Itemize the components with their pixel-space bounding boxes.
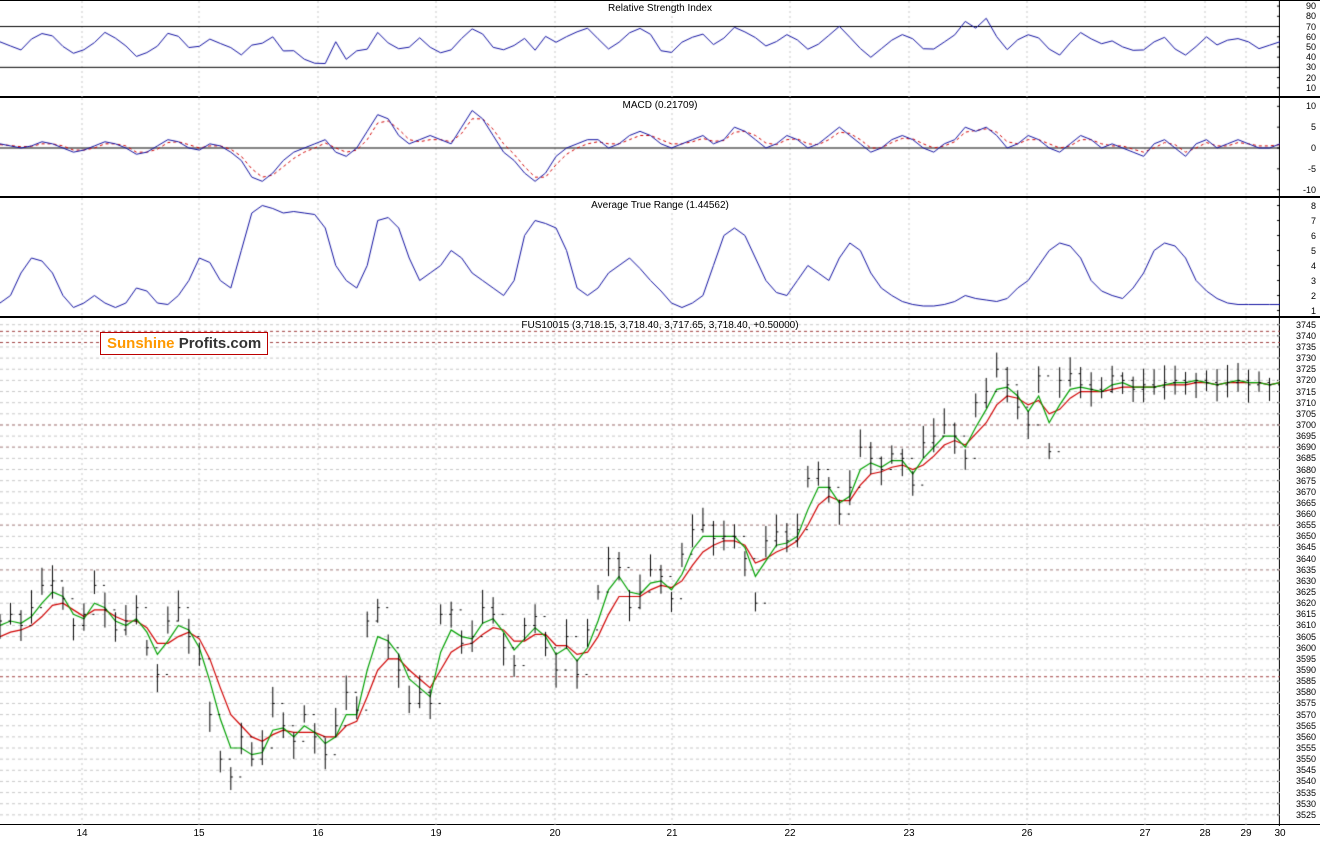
atr-yaxis: 87654321 [1280, 198, 1320, 318]
rsi-canvas [0, 1, 1280, 98]
atr-title: Average True Range (1.44562) [591, 200, 729, 211]
watermark-part1: Sunshine [107, 335, 179, 352]
rsi-title: Relative Strength Index [608, 3, 712, 14]
watermark: Sunshine Profits.com [100, 332, 268, 355]
watermark-part2: Profits.com [179, 335, 262, 352]
rsi-panel: Relative Strength Index 1020304050607080… [0, 0, 1320, 97]
macd-yaxis: 1050-5-10 [1280, 98, 1320, 198]
price-yaxis: 3745374037353730372537203715371037053700… [1280, 318, 1320, 826]
atr-panel: Average True Range (1.44562) 87654321 [0, 197, 1320, 317]
atr-canvas [0, 198, 1280, 318]
macd-title: MACD (0.21709) [622, 100, 697, 111]
rsi-yaxis: 102030405060708090 [1280, 1, 1320, 98]
price-title: FUS10015 (3,718.15, 3,718.40, 3,717.65, … [521, 320, 798, 331]
x-axis: 14151619202122232627282930 [0, 825, 1280, 844]
price-canvas [0, 318, 1280, 826]
macd-panel: MACD (0.21709) 1050-5-10 [0, 97, 1320, 197]
macd-canvas [0, 98, 1280, 198]
price-panel: FUS10015 (3,718.15, 3,718.40, 3,717.65, … [0, 317, 1320, 825]
